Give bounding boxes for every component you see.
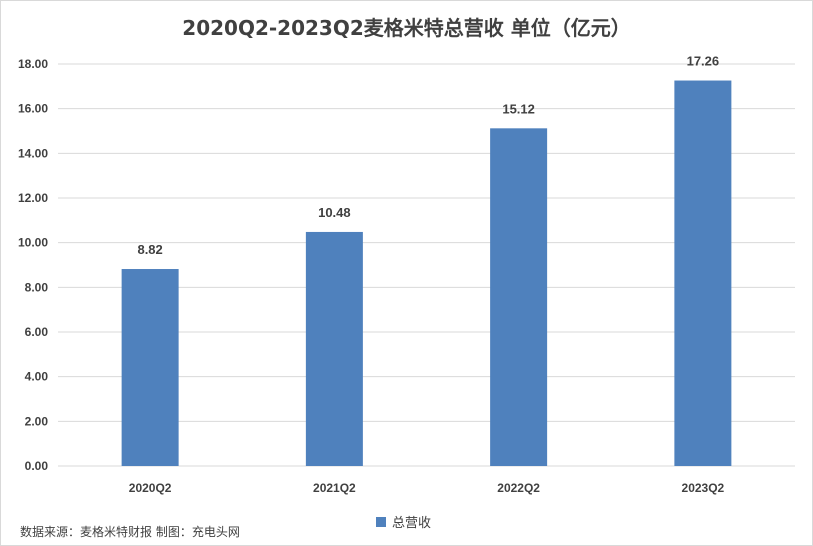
data-labels: 8.82 10.48 15.12 17.26 [137,54,719,257]
data-label: 15.12 [502,101,535,116]
y-tick-label: 14.00 [18,146,48,160]
x-axis-tick-labels: 2020Q2 2021Q2 2022Q2 2023Q2 [129,481,725,495]
source-note: 数据来源：麦格米特财报 制图：充电头网 [20,525,240,539]
y-tick-label: 4.00 [25,370,49,384]
x-tick-label: 2022Q2 [497,481,540,495]
x-tick-label: 2020Q2 [129,481,172,495]
x-tick-label: 2023Q2 [682,481,725,495]
bar [490,128,548,466]
y-tick-label: 6.00 [25,325,49,339]
y-axis-tick-labels: 0.00 2.00 4.00 6.00 8.00 10.00 12.00 14.00 16.00… [18,57,48,473]
y-tick-label: 18.00 [18,57,48,71]
legend-label-total-revenue: 总营收 [392,516,432,531]
data-label: 17.26 [687,54,720,69]
bar [121,269,179,466]
y-tick-label: 10.00 [18,236,48,250]
data-label: 10.48 [318,205,351,220]
gridlines [58,63,795,467]
bar [674,80,732,466]
y-tick-label: 12.00 [18,191,48,205]
legend-swatch-total-revenue [376,516,386,527]
y-tick-label: 2.00 [25,414,49,428]
chart-title: 2020Q2-2023Q2麦格米特总营收 单位（亿元） [182,16,631,40]
y-tick-label: 16.00 [18,102,48,116]
bars [121,80,732,466]
legend: 总营收 [376,512,431,531]
data-label: 8.82 [137,242,162,257]
y-tick-label: 0.00 [25,459,49,473]
bar [305,231,363,466]
y-tick-label: 8.00 [25,280,49,294]
x-tick-label: 2021Q2 [313,481,356,495]
